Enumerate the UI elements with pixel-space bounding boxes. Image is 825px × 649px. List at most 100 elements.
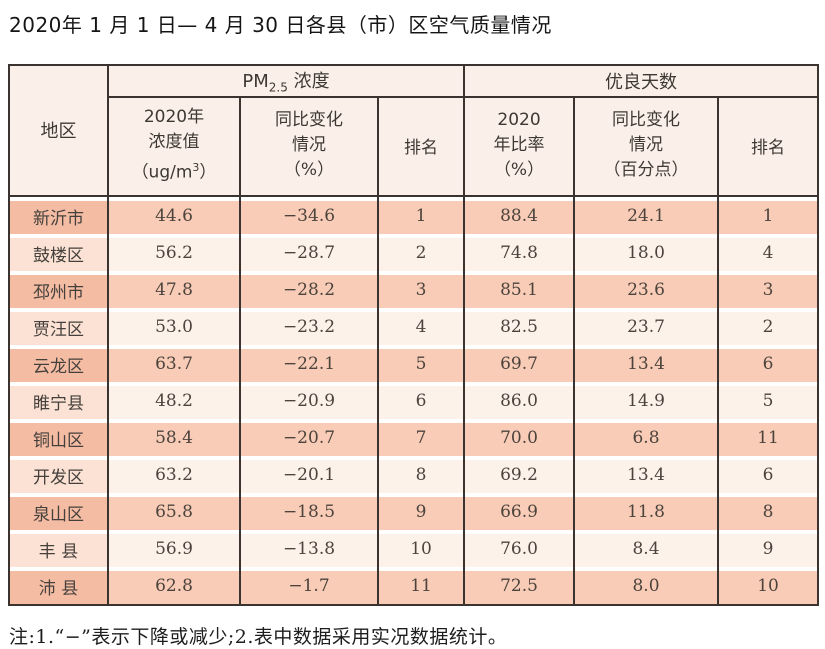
pm-rank-cell: 1 <box>376 195 466 234</box>
days-ratio-cell: 82.5 <box>463 307 576 345</box>
pm25-label: PM <box>242 71 269 93</box>
pm-value-cell: 65.8 <box>107 492 241 530</box>
pm-change-cell: −20.9 <box>239 381 379 419</box>
table-body: 新沂市 44.6 −34.6 1 88.4 24.1 1 鼓楼区 56.2 −2… <box>8 195 820 605</box>
days-change-cell: 23.6 <box>573 270 720 308</box>
pm-value-unit-prefix: （ug/m <box>131 162 193 183</box>
pm-change-cell: −28.7 <box>239 233 379 271</box>
pm-rank-cell: 6 <box>376 381 466 419</box>
days-change-cell: 6.8 <box>573 418 720 456</box>
days-rank-cell: 8 <box>717 492 820 530</box>
table-row: 云龙区 63.7 −22.1 5 69.7 13.4 6 <box>8 344 820 382</box>
days-ratio-cell: 72.5 <box>463 566 576 605</box>
days-change-cell: 24.1 <box>573 195 720 234</box>
pm-value-cell: 63.7 <box>107 344 241 382</box>
region-cell: 沛 县 <box>8 566 109 605</box>
pm-change-cell: −34.6 <box>239 195 379 234</box>
pm-value-cell: 58.4 <box>107 418 241 456</box>
pm-value-cell: 53.0 <box>107 307 241 345</box>
days-ratio-cell: 70.0 <box>463 418 576 456</box>
pm-rank-cell: 4 <box>376 307 466 345</box>
table-row: 丰 县 56.9 −13.8 10 76.0 8.4 9 <box>8 529 820 567</box>
pm-value-cell: 44.6 <box>107 195 241 234</box>
days-change-unit: （百分点） <box>603 159 689 180</box>
col-header-region: 地区 <box>8 64 109 197</box>
days-change-cell: 23.7 <box>573 307 720 345</box>
pm-rank-cell: 2 <box>376 233 466 271</box>
group-header-good-days: 优良天数 <box>463 64 820 98</box>
pm-change-cell: −20.7 <box>239 418 379 456</box>
pm-rank-cell: 3 <box>376 270 466 308</box>
table-row: 邳州市 47.8 −28.2 3 85.1 23.6 3 <box>8 270 820 308</box>
pm-value-cell: 63.2 <box>107 455 241 493</box>
pm-change-cell: −23.2 <box>239 307 379 345</box>
pm-value-cell: 47.8 <box>107 270 241 308</box>
pm-change-unit: （%） <box>283 159 335 180</box>
region-cell: 丰 县 <box>8 529 109 567</box>
region-cell: 泉山区 <box>8 492 109 530</box>
days-ratio-cell: 69.7 <box>463 344 576 382</box>
days-rank-cell: 1 <box>717 195 820 234</box>
pm-value-unit-suffix: ） <box>199 162 217 183</box>
group-header-pm25: PM2.5 浓度 <box>106 64 466 98</box>
table-row: 睢宁县 48.2 −20.9 6 86.0 14.9 5 <box>8 381 820 419</box>
page-title: 2020年 1 月 1 日— 4 月 30 日各县（市）区空气质量情况 <box>9 13 552 37</box>
days-change-line1: 同比变化 <box>612 109 681 130</box>
pm25-subscript: 2.5 <box>268 80 288 95</box>
pm-rank-cell: 9 <box>376 492 466 530</box>
pm-value-cell: 56.2 <box>107 233 241 271</box>
table-row: 鼓楼区 56.2 −28.7 2 74.8 18.0 4 <box>8 233 820 271</box>
table-row: 开发区 63.2 −20.1 8 69.2 13.4 6 <box>8 455 820 493</box>
col-header-pm-rank: 排名 <box>376 96 466 197</box>
pm-value-line1: 2020年 <box>143 107 205 127</box>
pm-change-cell: −13.8 <box>239 529 379 567</box>
table-row: 贾汪区 53.0 −23.2 4 82.5 23.7 2 <box>8 307 820 345</box>
days-ratio-line2: 年比率 <box>493 134 545 155</box>
days-ratio-cell: 69.2 <box>463 455 576 493</box>
pm-change-cell: −28.2 <box>239 270 379 308</box>
days-ratio-cell: 76.0 <box>463 529 576 567</box>
days-rank-cell: 11 <box>717 418 820 456</box>
table-row: 泉山区 65.8 −18.5 9 66.9 11.8 8 <box>8 492 820 530</box>
table-row: 沛 县 62.8 −1.7 11 72.5 8.0 10 <box>8 566 820 605</box>
region-cell: 贾汪区 <box>8 307 109 345</box>
pm25-label-suffix: 浓度 <box>287 71 330 93</box>
days-change-cell: 13.4 <box>573 455 720 493</box>
region-cell: 鼓楼区 <box>8 233 109 271</box>
pm-value-cell: 48.2 <box>107 381 241 419</box>
days-rank-cell: 3 <box>717 270 820 308</box>
col-header-days-change: 同比变化 情况 （百分点） <box>573 96 720 197</box>
pm-change-cell: −18.5 <box>239 492 379 530</box>
pm-change-cell: −20.1 <box>239 455 379 493</box>
days-rank-cell: 10 <box>717 566 820 605</box>
days-ratio-cell: 86.0 <box>463 381 576 419</box>
days-ratio-cell: 66.9 <box>463 492 576 530</box>
pm-rank-cell: 8 <box>376 455 466 493</box>
air-quality-table: 地区 PM2.5 浓度 优良天数 2020年 浓度值 （ug/m3） 同比变化 … <box>8 64 820 606</box>
region-cell: 开发区 <box>8 455 109 493</box>
days-change-cell: 11.8 <box>573 492 720 530</box>
footnote: 注:1.“−”表示下降或减少;2.表中数据采用实况数据统计。 <box>9 625 508 648</box>
table-row: 新沂市 44.6 −34.6 1 88.4 24.1 1 <box>8 195 820 234</box>
days-ratio-unit: （%） <box>493 159 545 180</box>
days-rank-cell: 5 <box>717 381 820 419</box>
pm-rank-cell: 10 <box>376 529 466 567</box>
table-row: 铜山区 58.4 −20.7 7 70.0 6.8 11 <box>8 418 820 456</box>
region-cell: 睢宁县 <box>8 381 109 419</box>
pm-rank-cell: 11 <box>376 566 466 605</box>
days-change-cell: 14.9 <box>573 381 720 419</box>
days-rank-cell: 2 <box>717 307 820 345</box>
days-ratio-cell: 85.1 <box>463 270 576 308</box>
table-header: 地区 PM2.5 浓度 优良天数 2020年 浓度值 （ug/m3） 同比变化 … <box>8 64 820 197</box>
days-change-cell: 8.0 <box>573 566 720 605</box>
pm-change-line1: 同比变化 <box>275 109 343 130</box>
col-header-pm-value: 2020年 浓度值 （ug/m3） <box>107 96 241 197</box>
days-change-line2: 情况 <box>629 134 664 155</box>
days-ratio-cell: 74.8 <box>463 233 576 271</box>
pm-change-cell: −1.7 <box>239 566 379 605</box>
pm-value-unit: （ug/m3） <box>109 155 239 186</box>
days-rank-cell: 4 <box>717 233 820 271</box>
pm-value-line2: 浓度值 <box>148 132 200 152</box>
col-header-days-ratio: 2020 年比率 （%） <box>463 96 576 197</box>
